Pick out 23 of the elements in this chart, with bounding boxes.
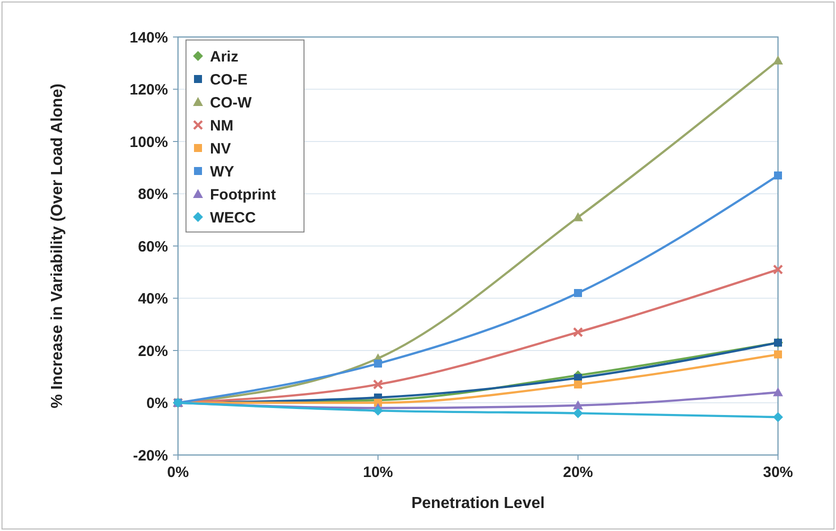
y-tick-label: 60% [138,238,168,256]
y-tick-label: 0% [146,395,168,412]
x-axis-title: Penetration Level [411,495,545,512]
legend-label: CO-E [210,71,248,88]
y-tick-label: 40% [138,290,168,308]
legend-label: NM [210,117,234,134]
x-tick-label: 20% [562,464,594,481]
legend-label: NV [210,140,231,158]
y-tick-label: 100% [130,134,168,151]
legend-label: CO-W [210,94,252,112]
legend-label: Footprint [210,186,276,204]
legend-label: WY [210,163,234,180]
x-tick-label: 0% [167,464,189,481]
legend-label: WECC [210,209,256,226]
x-tick-label: 10% [362,464,394,481]
y-tick-label: 120% [130,82,168,98]
y-tick-label: 20% [138,342,168,360]
y-axis-title: % Increase in Variability (Over Load Alone) [49,84,66,408]
y-tick-label: 140% [130,29,168,46]
y-tick-label: 80% [138,186,168,203]
y-tick-label: -20% [132,447,168,464]
legend-label: Ariz [210,48,238,66]
x-tick-label: 30% [762,464,794,481]
